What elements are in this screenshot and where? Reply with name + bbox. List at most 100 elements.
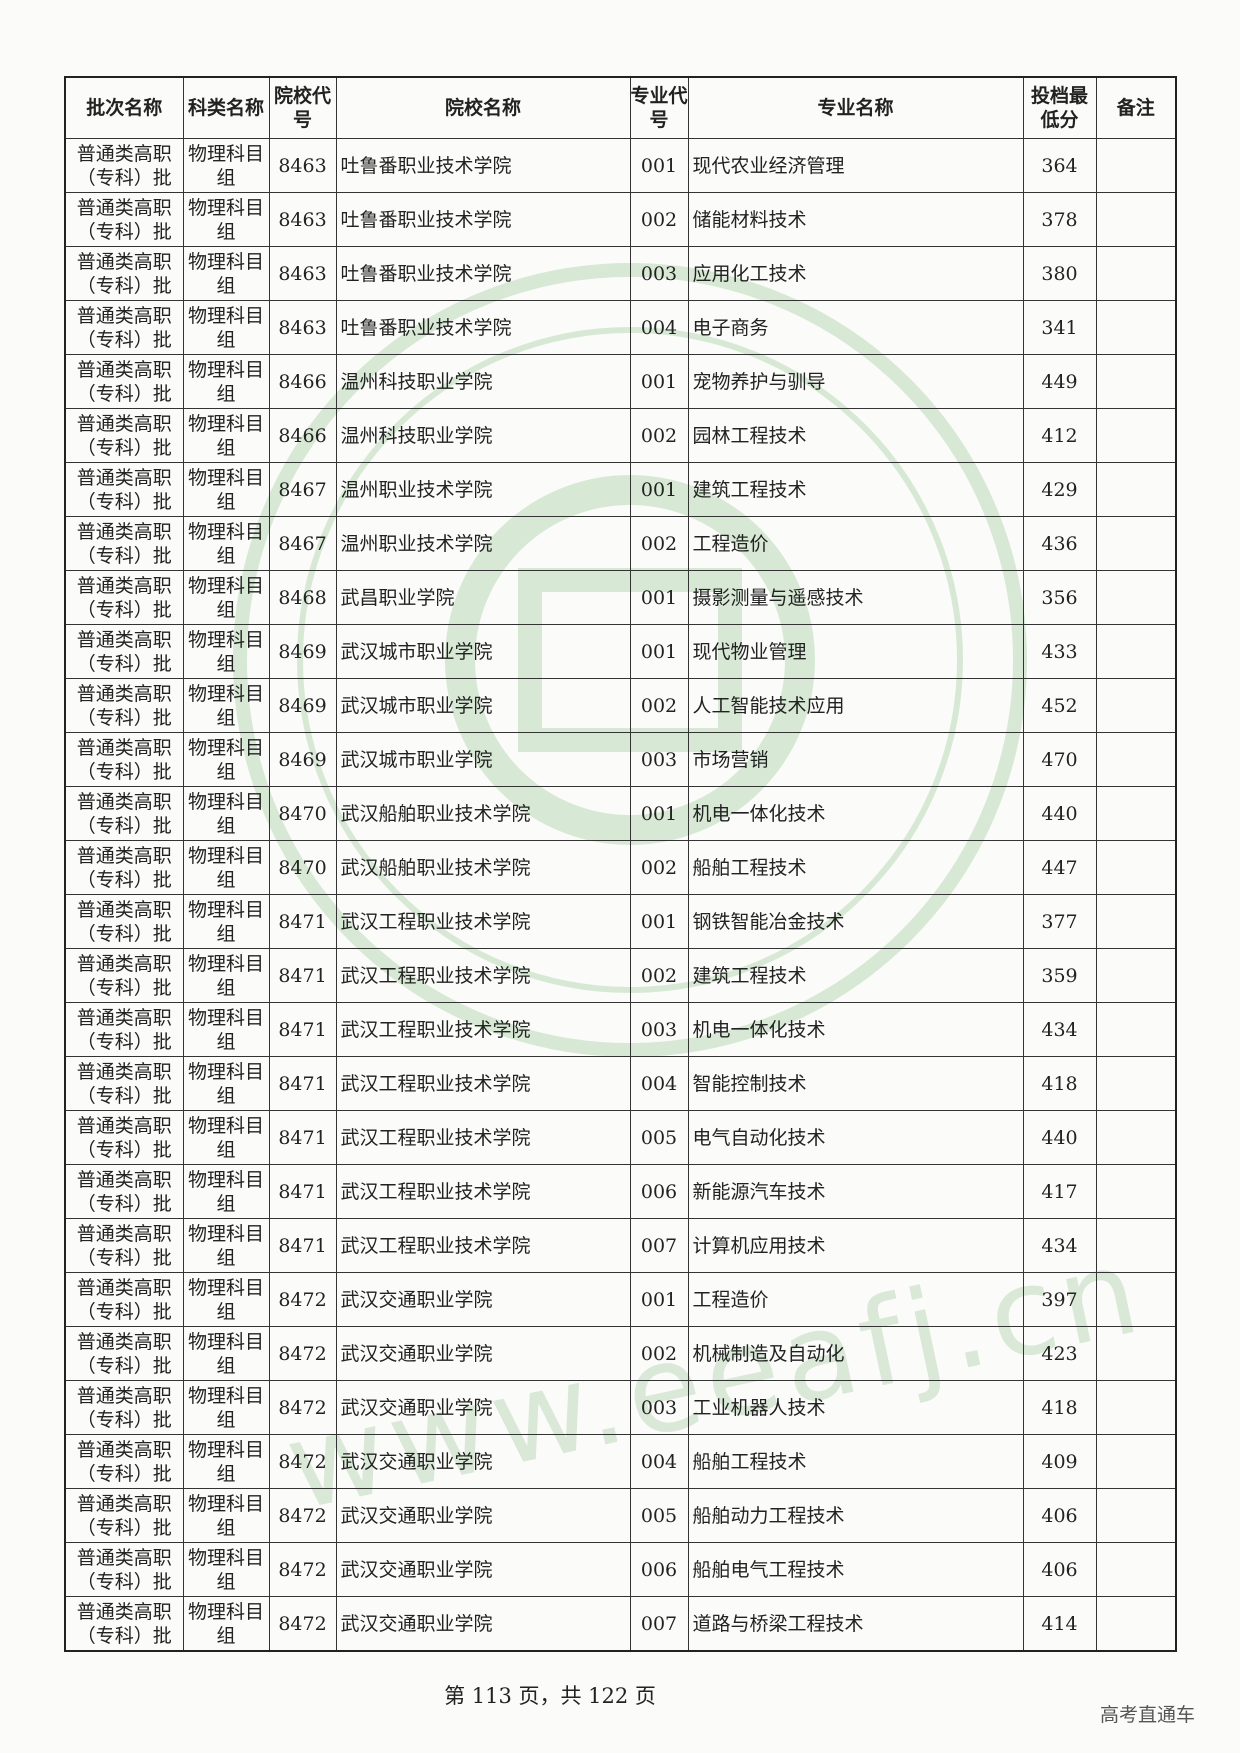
cell-school-name: 吐鲁番职业技术学院 bbox=[335, 192, 631, 247]
cell-major-code: 003 bbox=[629, 246, 689, 301]
table-row: 普通类高职（专科）批 物理科目组 8470 武汉船舶职业技术学院 002 船舶工程技术 44… bbox=[64, 840, 1177, 895]
cell-major-name: 船舶工程技术 bbox=[687, 1434, 1024, 1489]
table-row: 普通类高职（专科）批 物理科目组 8471 武汉工程职业技术学院 003 机电一体化技术 4… bbox=[64, 1002, 1177, 1057]
cell-category: 物理科目组 bbox=[182, 354, 270, 409]
cell-category: 物理科目组 bbox=[182, 624, 270, 679]
cell-batch: 普通类高职（专科）批 bbox=[64, 462, 184, 517]
cell-remarks bbox=[1095, 1326, 1177, 1381]
table-row: 普通类高职（专科）批 物理科目组 8472 武汉交通职业学院 005 船舶动力工程技术 40… bbox=[64, 1488, 1177, 1543]
cell-min-score: 429 bbox=[1022, 462, 1097, 517]
cell-major-name: 机电一体化技术 bbox=[687, 786, 1024, 841]
cell-major-code: 002 bbox=[629, 678, 689, 733]
cell-school-code: 8471 bbox=[268, 1110, 337, 1165]
cell-min-score: 397 bbox=[1022, 1272, 1097, 1327]
cell-batch: 普通类高职（专科）批 bbox=[64, 246, 184, 301]
cell-remarks bbox=[1095, 1002, 1177, 1057]
cell-remarks bbox=[1095, 138, 1177, 193]
cell-batch: 普通类高职（专科）批 bbox=[64, 678, 184, 733]
cell-school-name: 温州职业技术学院 bbox=[335, 462, 631, 517]
cell-remarks bbox=[1095, 1434, 1177, 1489]
cell-min-score: 418 bbox=[1022, 1380, 1097, 1435]
cell-major-name: 船舶电气工程技术 bbox=[687, 1542, 1024, 1597]
cell-remarks bbox=[1095, 1542, 1177, 1597]
cell-min-score: 406 bbox=[1022, 1488, 1097, 1543]
cell-major-code: 002 bbox=[629, 840, 689, 895]
cell-remarks bbox=[1095, 408, 1177, 463]
table-row: 普通类高职（专科）批 物理科目组 8472 武汉交通职业学院 003 工业机器人技术 418 bbox=[64, 1380, 1177, 1435]
cell-major-name: 新能源汽车技术 bbox=[687, 1164, 1024, 1219]
cell-batch: 普通类高职（专科）批 bbox=[64, 516, 184, 571]
header-school-name: 院校名称 bbox=[335, 76, 631, 139]
cell-major-code: 002 bbox=[629, 516, 689, 571]
cell-school-code: 8463 bbox=[268, 246, 337, 301]
cell-school-name: 武汉工程职业技术学院 bbox=[335, 1110, 631, 1165]
cell-school-code: 8471 bbox=[268, 894, 337, 949]
table-row: 普通类高职（专科）批 物理科目组 8463 吐鲁番职业技术学院 004 电子商务 341 bbox=[64, 300, 1177, 355]
cell-min-score: 449 bbox=[1022, 354, 1097, 409]
cell-major-code: 003 bbox=[629, 1002, 689, 1057]
cell-batch: 普通类高职（专科）批 bbox=[64, 1164, 184, 1219]
cell-major-name: 工业机器人技术 bbox=[687, 1380, 1024, 1435]
table-row: 普通类高职（专科）批 物理科目组 8467 温州职业技术学院 001 建筑工程技术 429 bbox=[64, 462, 1177, 517]
cell-school-name: 武汉交通职业学院 bbox=[335, 1596, 631, 1652]
cell-school-code: 8471 bbox=[268, 1164, 337, 1219]
cell-remarks bbox=[1095, 894, 1177, 949]
cell-school-code: 8467 bbox=[268, 516, 337, 571]
table-row: 普通类高职（专科）批 物理科目组 8472 武汉交通职业学院 001 工程造价 397 bbox=[64, 1272, 1177, 1327]
table-row: 普通类高职（专科）批 物理科目组 8472 武汉交通职业学院 002 机械制造及自动化 42… bbox=[64, 1326, 1177, 1381]
cell-school-code: 8471 bbox=[268, 1218, 337, 1273]
cell-min-score: 418 bbox=[1022, 1056, 1097, 1111]
cell-school-code: 8463 bbox=[268, 192, 337, 247]
cell-batch: 普通类高职（专科）批 bbox=[64, 1002, 184, 1057]
cell-school-code: 8472 bbox=[268, 1326, 337, 1381]
table-row: 普通类高职（专科）批 物理科目组 8469 武汉城市职业学院 002 人工智能技术应用 45… bbox=[64, 678, 1177, 733]
cell-major-code: 005 bbox=[629, 1488, 689, 1543]
cell-category: 物理科目组 bbox=[182, 1596, 270, 1652]
cell-min-score: 423 bbox=[1022, 1326, 1097, 1381]
cell-batch: 普通类高职（专科）批 bbox=[64, 138, 184, 193]
header-school-code: 院校代号 bbox=[268, 76, 337, 139]
cell-school-name: 武汉城市职业学院 bbox=[335, 678, 631, 733]
table-row: 普通类高职（专科）批 物理科目组 8466 温州科技职业学院 001 宠物养护与驯导 449 bbox=[64, 354, 1177, 409]
cell-min-score: 434 bbox=[1022, 1218, 1097, 1273]
cell-category: 物理科目组 bbox=[182, 1488, 270, 1543]
cell-batch: 普通类高职（专科）批 bbox=[64, 786, 184, 841]
cell-remarks bbox=[1095, 354, 1177, 409]
cell-remarks bbox=[1095, 516, 1177, 571]
cell-batch: 普通类高职（专科）批 bbox=[64, 624, 184, 679]
header-batch: 批次名称 bbox=[64, 76, 184, 139]
table-row: 普通类高职（专科）批 物理科目组 8471 武汉工程职业技术学院 004 智能控制技术 41… bbox=[64, 1056, 1177, 1111]
cell-remarks bbox=[1095, 1056, 1177, 1111]
table-row: 普通类高职（专科）批 物理科目组 8467 温州职业技术学院 002 工程造价 436 bbox=[64, 516, 1177, 571]
cell-major-code: 003 bbox=[629, 1380, 689, 1435]
cell-category: 物理科目组 bbox=[182, 948, 270, 1003]
cell-school-code: 8472 bbox=[268, 1542, 337, 1597]
cell-school-name: 武汉工程职业技术学院 bbox=[335, 1164, 631, 1219]
table-row: 普通类高职（专科）批 物理科目组 8466 温州科技职业学院 002 园林工程技术 412 bbox=[64, 408, 1177, 463]
cell-major-name: 机电一体化技术 bbox=[687, 1002, 1024, 1057]
cell-category: 物理科目组 bbox=[182, 1434, 270, 1489]
cell-batch: 普通类高职（专科）批 bbox=[64, 1218, 184, 1273]
cell-major-name: 人工智能技术应用 bbox=[687, 678, 1024, 733]
cell-school-code: 8466 bbox=[268, 354, 337, 409]
cell-school-name: 武汉交通职业学院 bbox=[335, 1326, 631, 1381]
cell-major-code: 001 bbox=[629, 570, 689, 625]
cell-school-code: 8472 bbox=[268, 1272, 337, 1327]
table-row: 普通类高职（专科）批 物理科目组 8471 武汉工程职业技术学院 002 建筑工程技术 35… bbox=[64, 948, 1177, 1003]
cell-school-name: 温州职业技术学院 bbox=[335, 516, 631, 571]
table-row: 普通类高职（专科）批 物理科目组 8471 武汉工程职业技术学院 001 钢铁智能冶金技术… bbox=[64, 894, 1177, 949]
cell-school-name: 武汉交通职业学院 bbox=[335, 1488, 631, 1543]
cell-min-score: 377 bbox=[1022, 894, 1097, 949]
cell-school-name: 温州科技职业学院 bbox=[335, 354, 631, 409]
cell-school-name: 武汉船舶职业技术学院 bbox=[335, 786, 631, 841]
cell-batch: 普通类高职（专科）批 bbox=[64, 192, 184, 247]
cell-min-score: 434 bbox=[1022, 1002, 1097, 1057]
cell-major-name: 现代农业经济管理 bbox=[687, 138, 1024, 193]
cell-min-score: 436 bbox=[1022, 516, 1097, 571]
cell-school-code: 8471 bbox=[268, 1002, 337, 1057]
cell-major-name: 应用化工技术 bbox=[687, 246, 1024, 301]
cell-major-name: 智能控制技术 bbox=[687, 1056, 1024, 1111]
header-category: 科类名称 bbox=[182, 76, 270, 139]
cell-batch: 普通类高职（专科）批 bbox=[64, 1110, 184, 1165]
cell-school-code: 8468 bbox=[268, 570, 337, 625]
